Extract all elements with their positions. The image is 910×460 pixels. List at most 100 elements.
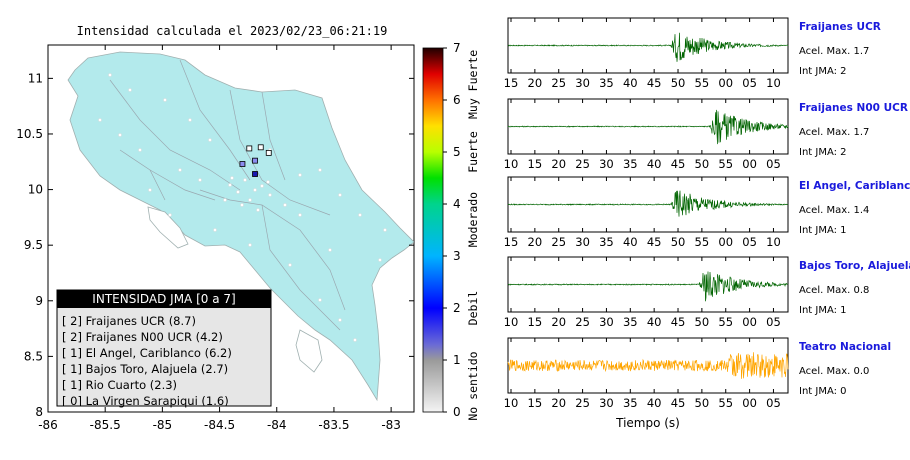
trace-tick-label: 00 <box>742 157 757 171</box>
trace-tick-label: 40 <box>647 396 662 410</box>
waveform-line <box>508 32 789 62</box>
map-x-tick-label: -85 <box>153 418 173 432</box>
trace-tick-label: 15 <box>528 157 543 171</box>
trace-tick-label: 35 <box>623 157 638 171</box>
waveform-traces: 15 20 25 30 35 40 45 50 55 00 05 10 Fraijanes UCR Ace… <box>504 17 910 410</box>
city-dot <box>240 203 244 207</box>
city-dot <box>298 173 302 177</box>
trace-tick-label: 55 <box>718 315 733 329</box>
trace-tick-label: 50 <box>671 235 686 249</box>
trace-tick-label: 55 <box>718 157 733 171</box>
trace-tick-label: 10 <box>766 76 781 90</box>
trace-tick-label: 15 <box>528 396 543 410</box>
trace-tick-label: 30 <box>599 315 614 329</box>
map-y-tick-label: 8 <box>35 405 43 419</box>
legend-item: [ 2] Fraijanes UCR (8.7) <box>62 314 196 328</box>
trace-tick-label: 30 <box>599 396 614 410</box>
city-dot <box>353 338 357 342</box>
map-y-tick-label: 10.5 <box>16 127 43 141</box>
trace-jma-intensity: Int JMA: 1 <box>799 225 847 236</box>
trace-tick-label: 30 <box>575 235 590 249</box>
trace-tick-label: 40 <box>647 315 662 329</box>
trace-tick-label: 55 <box>695 235 710 249</box>
city-dot <box>230 176 234 180</box>
trace-tick-label: 25 <box>551 235 566 249</box>
trace-max-acceleration: Acel. Max. 1.7 <box>799 127 869 138</box>
city-dot <box>163 98 167 102</box>
city-dot <box>248 198 252 202</box>
city-dot <box>328 248 332 252</box>
station-marker <box>252 171 258 177</box>
trace-tick-label: 15 <box>504 76 519 90</box>
city-dot <box>138 148 142 152</box>
city-dot <box>338 193 342 197</box>
trace-panel: 15 20 25 30 35 40 45 50 55 00 05 10 Fraijanes UCR Ace… <box>504 17 881 90</box>
city-dot <box>108 73 112 77</box>
trace-tick-label: 20 <box>528 76 543 90</box>
trace-tick-label: 45 <box>671 315 686 329</box>
intensity-colorbar: 0 1 2 3 4 5 6 7 No sentido Debil Moderado Fuerte Mu… <box>422 41 480 421</box>
trace-tick-label: 25 <box>575 315 590 329</box>
legend-item: [ 0] La Virgen Sarapiqui (1.6) <box>62 394 229 408</box>
trace-panel: 10 15 20 25 30 35 40 45 50 55 00 05 Teatro Nacional A… <box>504 337 891 410</box>
time-axis-label: Tiempo (s) <box>615 416 680 430</box>
trace-tick-label: 30 <box>599 157 614 171</box>
trace-tick-label: 50 <box>695 396 710 410</box>
city-dot <box>318 168 322 172</box>
trace-max-acceleration: Acel. Max. 0.8 <box>799 285 869 296</box>
map-y-tick-label: 10 <box>28 183 43 197</box>
city-dot <box>188 118 192 122</box>
trace-tick-label: 00 <box>742 315 757 329</box>
city-dot <box>208 138 212 142</box>
trace-jma-intensity: Int JMA: 1 <box>799 305 847 316</box>
map-x-tick-label: -83 <box>381 418 401 432</box>
city-dot <box>283 203 287 207</box>
trace-tick-label: 35 <box>599 76 614 90</box>
legend-item: [ 1] Rio Cuarto (2.3) <box>62 378 177 392</box>
trace-tick-label: 40 <box>623 76 638 90</box>
trace-station-name: Bajos Toro, Alajuela <box>799 260 910 272</box>
trace-tick-label: 55 <box>718 396 733 410</box>
nicoya-gulf <box>147 206 189 249</box>
trace-tick-label: 05 <box>766 157 781 171</box>
trace-tick-label: 15 <box>504 235 519 249</box>
trace-station-name: El Angel, Cariblanco <box>799 180 910 192</box>
map-title: Intensidad calculada el 2023/02/23_06:21… <box>77 24 388 38</box>
trace-panel: 10 15 20 25 30 35 40 45 50 55 00 05 Fraijanes N00 UC… <box>504 98 908 171</box>
trace-tick-label: 05 <box>766 315 781 329</box>
trace-tick-label: 35 <box>623 315 638 329</box>
station-marker <box>257 144 264 151</box>
city-dot <box>358 213 362 217</box>
trace-station-name: Teatro Nacional <box>799 341 891 353</box>
trace-tick-label: 00 <box>742 396 757 410</box>
trace-tick-label: 10 <box>504 157 519 171</box>
colorbar-tick-label: 0 <box>453 405 461 419</box>
city-dot <box>128 88 132 92</box>
colorbar-category-label: Fuerte <box>466 131 480 173</box>
map-x-tick-label: -83.5 <box>318 418 349 432</box>
city-dot <box>268 193 272 197</box>
legend-item: [ 2] Fraijanes N00 UCR (4.2) <box>62 330 223 344</box>
trace-tick-label: 25 <box>575 157 590 171</box>
trace-tick-label: 05 <box>766 396 781 410</box>
trace-max-acceleration: Acel. Max. 0.0 <box>799 366 869 377</box>
trace-tick-label: 20 <box>551 157 566 171</box>
station-marker <box>239 161 246 167</box>
trace-tick-label: 00 <box>718 76 733 90</box>
trace-tick-label: 05 <box>742 235 757 249</box>
map-x-tick-label: -85.5 <box>90 418 121 432</box>
station-marker <box>246 145 253 152</box>
map-y-tick-label: 8.5 <box>24 349 43 363</box>
map-y-tick-label: 9.5 <box>24 238 43 252</box>
city-dot <box>236 190 240 194</box>
trace-tick-label: 55 <box>695 76 710 90</box>
colorbar-gradient <box>422 47 444 413</box>
trace-jma-intensity: Int JMA: 0 <box>799 386 847 397</box>
city-dot <box>118 133 122 137</box>
city-dot <box>338 318 342 322</box>
map-x-axis: -86 -85.5 -85 -84.5 -84 -83.5 -83 <box>38 45 401 432</box>
city-dot <box>98 118 102 122</box>
city-dot <box>228 183 232 187</box>
legend-item: [ 1] El Angel, Cariblanco (6.2) <box>62 346 232 360</box>
